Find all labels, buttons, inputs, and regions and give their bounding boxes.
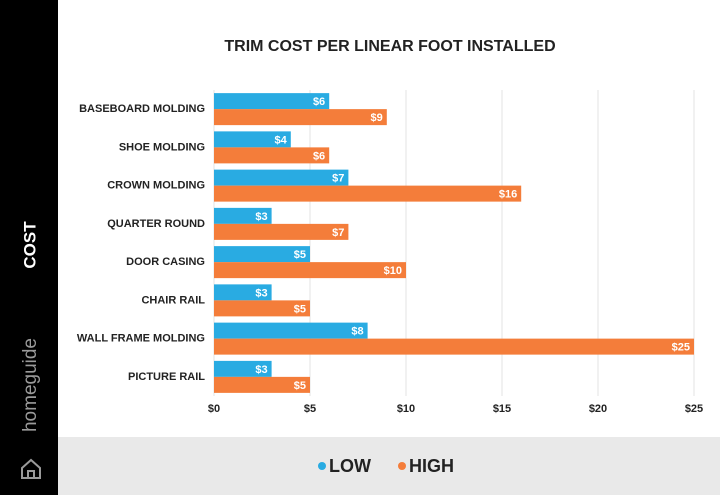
bar — [214, 376, 310, 393]
value-label: $16 — [499, 189, 517, 201]
bar — [214, 246, 310, 263]
bar — [214, 93, 330, 110]
legend-marker — [318, 462, 326, 470]
x-tick-label: $25 — [685, 403, 703, 415]
bar — [214, 109, 387, 126]
bar — [214, 207, 272, 224]
brand: homeguide — [20, 338, 41, 432]
value-label: $9 — [371, 112, 383, 124]
y-tick-label: SHOE MOLDING — [119, 141, 205, 153]
bar — [214, 169, 349, 186]
legend-panel — [58, 437, 720, 495]
y-tick-label: CHAIR RAIL — [141, 294, 205, 306]
sidebar — [0, 0, 58, 495]
bar — [214, 338, 694, 355]
value-label: $6 — [313, 96, 325, 108]
x-tick-label: $20 — [589, 403, 607, 415]
legend-label: LOW — [329, 456, 371, 476]
y-tick-label: WALL FRAME MOLDING — [77, 333, 205, 345]
bar — [214, 322, 368, 339]
bar — [214, 147, 330, 164]
bar — [214, 300, 310, 317]
value-label: $7 — [332, 227, 344, 239]
value-label: $3 — [255, 364, 267, 376]
y-tick-label: PICTURE RAIL — [128, 371, 205, 383]
legend-label: HIGH — [409, 456, 454, 476]
x-tick-label: $15 — [493, 403, 511, 415]
value-label: $8 — [351, 326, 363, 338]
value-label: $4 — [275, 134, 288, 146]
legend-marker — [398, 462, 406, 470]
value-label: $5 — [294, 249, 306, 261]
bar — [214, 284, 272, 301]
bar — [214, 223, 349, 240]
value-label: $5 — [294, 380, 306, 392]
brand-icon — [21, 458, 41, 479]
value-label: $25 — [672, 342, 690, 354]
y-tick-label: QUARTER ROUND — [107, 218, 205, 230]
value-label: $7 — [332, 173, 344, 185]
value-label: $3 — [255, 211, 267, 223]
bar — [214, 185, 522, 202]
value-label: $6 — [313, 150, 325, 162]
y-tick-label: DOOR CASING — [126, 256, 205, 268]
chart-title: TRIM COST PER LINEAR FOOT INSTALLED — [224, 38, 555, 55]
y-tick-label: BASEBOARD MOLDING — [79, 103, 205, 115]
x-tick-label: $5 — [304, 403, 316, 415]
value-label: $5 — [294, 303, 306, 315]
value-label: $10 — [384, 265, 402, 277]
value-label: $3 — [255, 287, 267, 299]
sidebar-label: COST — [20, 221, 39, 269]
y-tick-label: CROWN MOLDING — [107, 180, 205, 192]
bar — [214, 131, 291, 148]
x-tick-label: $0 — [208, 403, 220, 415]
x-tick-label: $10 — [397, 403, 415, 415]
bar — [214, 262, 406, 279]
bar — [214, 360, 272, 377]
